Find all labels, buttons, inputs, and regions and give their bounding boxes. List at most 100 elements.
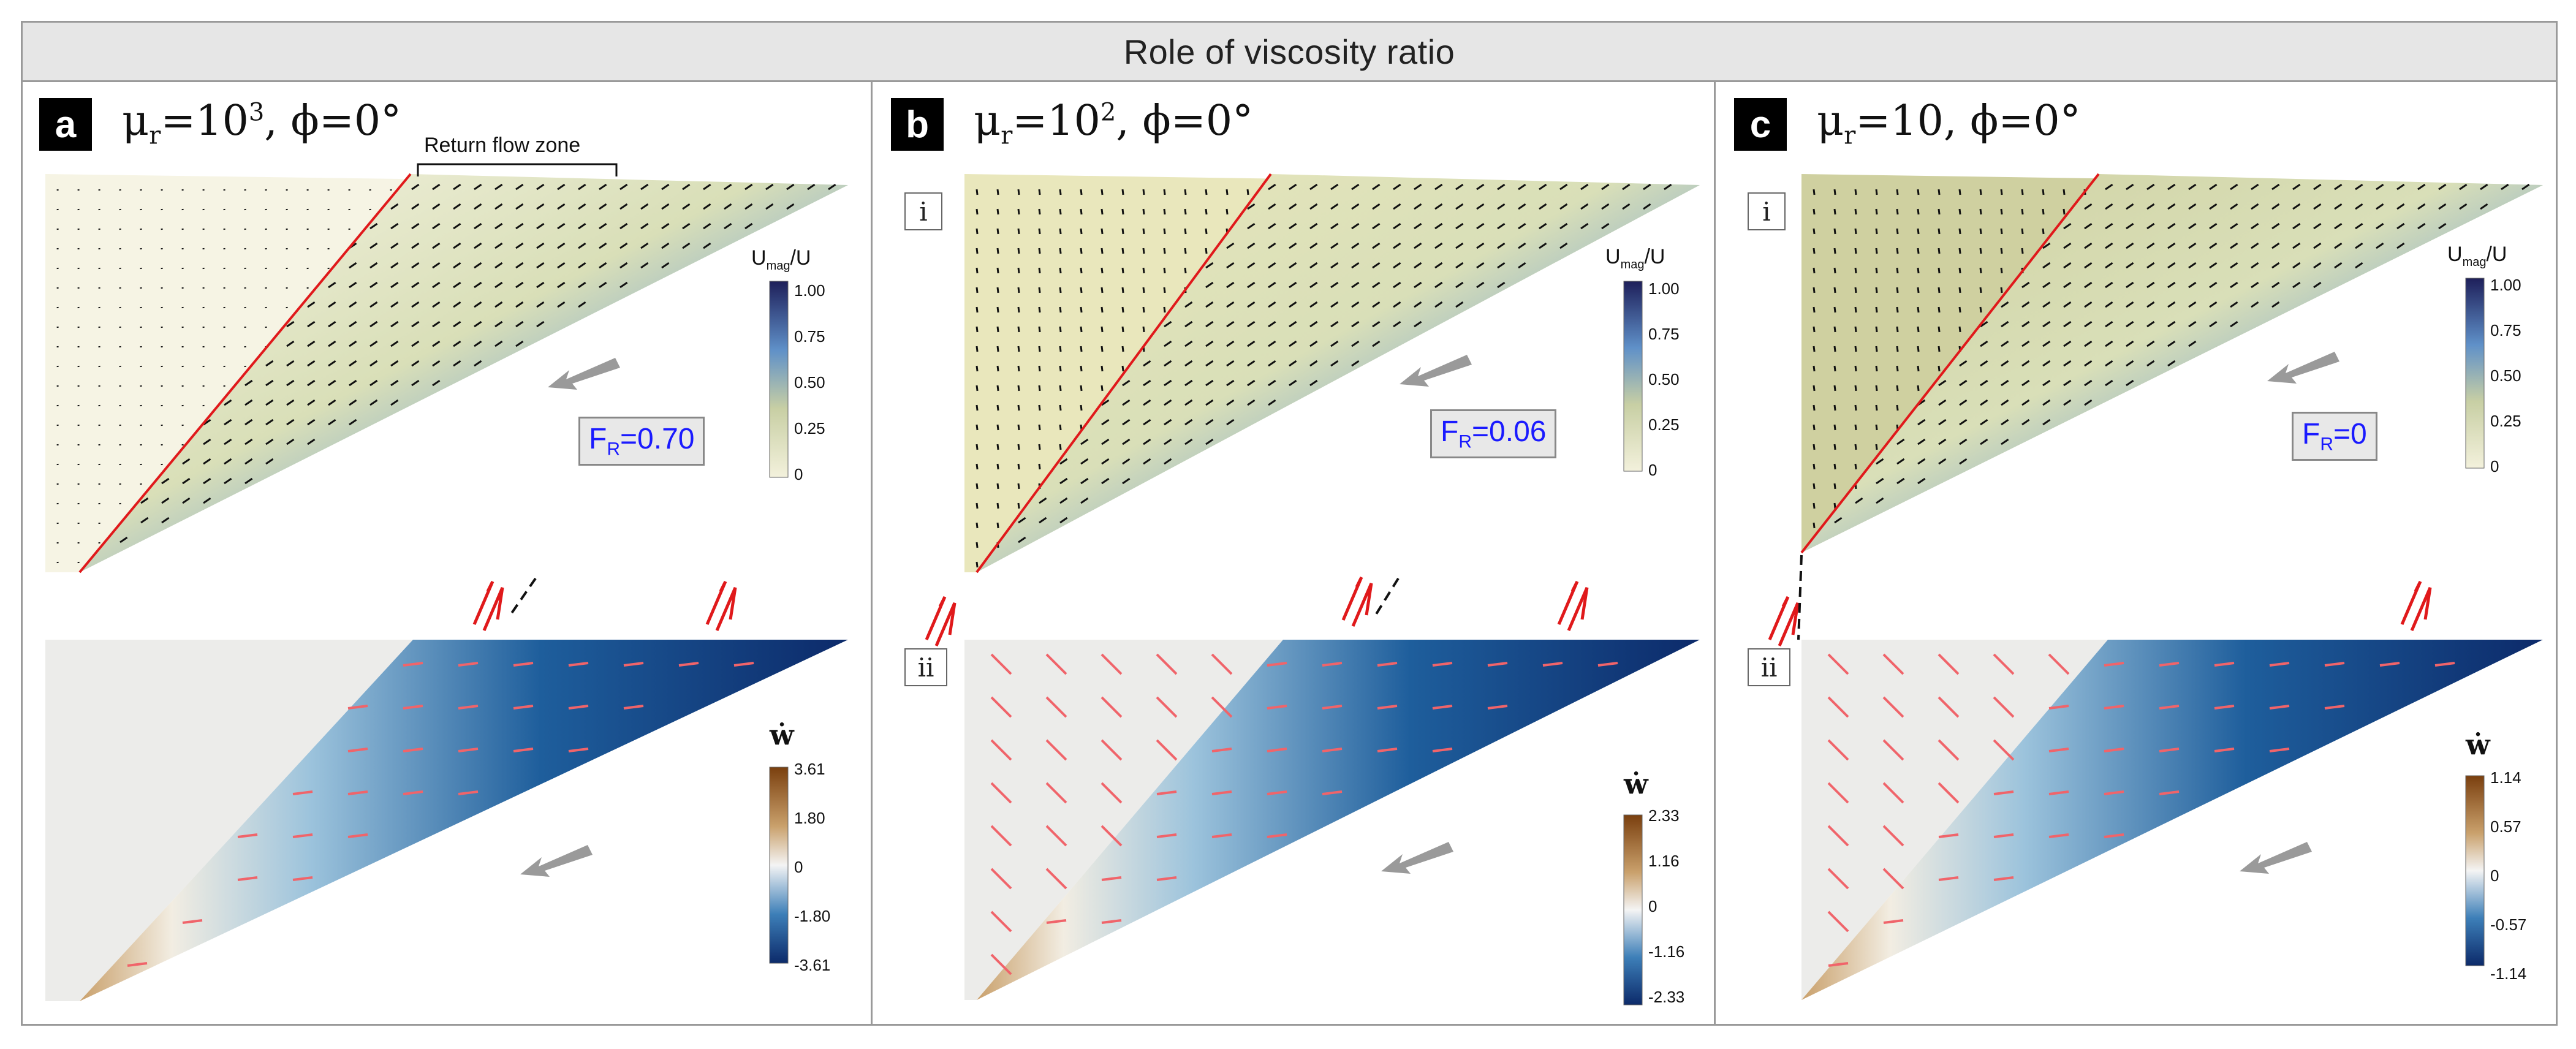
velocity-arrow (1205, 301, 1214, 308)
velocity-arrow (1080, 385, 1083, 392)
velocity-arrow (2105, 242, 2113, 249)
velocity-arrow (1205, 438, 1214, 445)
shear-tick (1045, 782, 1067, 804)
shear-tick (2048, 833, 2069, 838)
shear-tick (347, 705, 368, 710)
velocity-arrow (1580, 222, 1589, 230)
velocity-arrow (1980, 379, 1988, 387)
umag-title-u: U (2447, 243, 2463, 266)
velocity-arrow (1309, 340, 1318, 347)
velocity-arrow (2376, 183, 2384, 191)
velocity-arrow (786, 203, 795, 210)
velocity-arrow (1080, 477, 1089, 485)
shear-tick (1322, 790, 1343, 795)
velocity-arrow (2063, 262, 2072, 269)
fault-arrow (925, 596, 947, 640)
velocity-arrow (1393, 183, 1401, 191)
velocity-arrow (536, 242, 545, 249)
velocity-arrow (1080, 497, 1089, 504)
velocity-arrow (2063, 320, 2072, 328)
velocity-arrow (1038, 385, 1041, 392)
mu-exponent: 2 (1100, 98, 1116, 127)
velocity-arrow (2230, 203, 2238, 210)
fault-trace-dashed (1797, 555, 1803, 640)
velocity-arrow (2126, 340, 2134, 347)
velocity-arrow (1017, 346, 1020, 352)
velocity-arrow (1309, 320, 1318, 328)
velocity-arrow (1080, 346, 1083, 352)
velocity-arrow (286, 320, 295, 328)
velocity-arrow (1080, 208, 1083, 215)
velocity-arrow (1247, 203, 1256, 210)
velocity-arrow (1896, 189, 1899, 195)
velocity-arrow (1580, 203, 1589, 210)
velocity-arrow (1184, 248, 1187, 254)
velocity-arrow (2146, 203, 2155, 210)
velocity-arrow (244, 418, 253, 426)
w-tick: -3.61 (794, 956, 831, 974)
shear-tick (990, 782, 1012, 804)
velocity-arrow (1268, 340, 1276, 347)
velocity-arrow (1876, 477, 1884, 485)
velocity-arrow (1854, 326, 1857, 333)
w-tick: 1.14 (2490, 768, 2521, 787)
velocity-arrow (1226, 379, 1235, 387)
umag-title-u: U (1605, 245, 1621, 268)
velocity-arrow (1017, 306, 1020, 313)
shear-tick (1827, 739, 1849, 761)
velocity-arrow (1876, 497, 1884, 504)
velocity-arrow (1059, 326, 1062, 333)
velocity-arrow (1268, 262, 1276, 269)
velocity-arrow (2084, 320, 2093, 328)
velocity-arrow (1080, 404, 1083, 411)
fault-sense-arrows (925, 596, 957, 646)
velocity-arrow (1896, 458, 1905, 465)
velocity-arrow (1247, 340, 1256, 347)
velocity-arrow (1854, 365, 1857, 372)
velocity-arrow (1917, 326, 1920, 333)
velocity-arrow (2063, 281, 2072, 289)
fr-subscript: R (2320, 434, 2333, 455)
velocity-arrow (1917, 306, 1920, 313)
fr-badge: FR=0 (2292, 412, 2377, 461)
shear-tick (1432, 662, 1453, 667)
velocity-arrow (661, 242, 670, 249)
velocity-arrow (2167, 203, 2176, 210)
w-tick: -1.16 (1648, 942, 1685, 961)
velocity-arrow (2334, 183, 2343, 191)
velocity-arrow (1226, 340, 1235, 347)
velocity-arrow (1917, 365, 1920, 372)
velocity-arrow (244, 399, 253, 406)
velocity-arrow (474, 340, 482, 347)
velocity-arrow (2167, 242, 2176, 249)
velocity-arrow (2396, 183, 2405, 191)
velocity-arrow (1455, 262, 1464, 269)
velocity-arrow (1163, 189, 1166, 195)
velocity-arrow (224, 438, 232, 445)
velocity-arrow (640, 183, 649, 191)
velocity-arrow (557, 183, 566, 191)
velocity-arrow (2146, 183, 2155, 191)
velocity-arrow (1330, 281, 1339, 289)
shear-tick (1597, 662, 1618, 667)
fr-symbol: F (1441, 415, 1459, 448)
velocity-arrow (1938, 418, 1947, 426)
umag-colorbar-title: Umag/U (751, 246, 811, 273)
velocity-arrow (2000, 267, 2003, 274)
velocity-arrow (2167, 301, 2176, 308)
velocity-arrow (1979, 189, 1982, 195)
velocity-arrow (1393, 281, 1401, 289)
shear-tick (1827, 911, 1849, 933)
velocity-arrow (1205, 208, 1208, 215)
velocity-arrow (1938, 399, 1947, 406)
shear-tick (1101, 919, 1122, 924)
velocity-arrow (1414, 203, 1422, 210)
velocity-arrow (2396, 222, 2405, 230)
velocity-arrow (1122, 458, 1131, 465)
velocity-arrow (1268, 203, 1276, 210)
fault-arrow (1351, 583, 1373, 627)
shear-tick (2434, 662, 2455, 667)
velocity-quiver (56, 183, 836, 564)
velocity-arrow (2063, 379, 2072, 387)
velocity-arrow (1017, 267, 1020, 274)
